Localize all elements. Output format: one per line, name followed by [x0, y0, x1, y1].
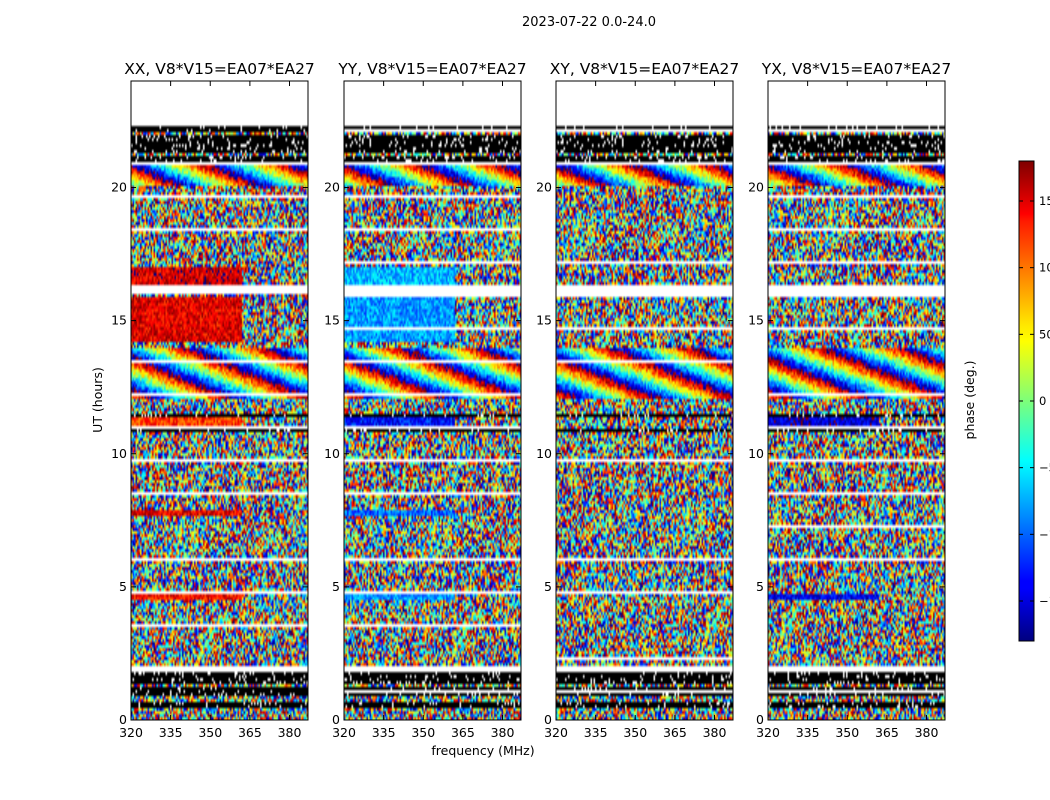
panel-3-frame	[555, 80, 734, 721]
x-tick-label: 320	[119, 725, 143, 740]
panel-4-phase-image	[768, 81, 945, 720]
x-tick-label: 320	[544, 725, 568, 740]
panels-group: XX, V8*V15=EA07*EA27 320 335 350 365 380 0 5 10 1…	[111, 60, 951, 740]
x-tick-label: 380	[915, 725, 939, 740]
y-tick-label: 15	[324, 313, 340, 328]
x-tick-label: 350	[198, 725, 222, 740]
colorbar-tick-label: 100	[1039, 261, 1050, 275]
x-tick-label: 335	[584, 725, 608, 740]
panel-4: YX, V8*V15=EA07*EA27 320 335 350 365 380 0 5 10 1…	[748, 60, 951, 740]
y-tick-label: 5	[332, 579, 340, 594]
x-tick-label: 350	[411, 725, 435, 740]
panel-2: YY, V8*V15=EA07*EA27 320 335 350 365 380 0 5 10 1…	[324, 60, 527, 740]
x-tick-label: 335	[796, 725, 820, 740]
panel-3-title: XY, V8*V15=EA07*EA27	[550, 60, 739, 78]
panel-2-phase-image	[344, 81, 521, 720]
y-axis-label: UT (hours)	[90, 367, 105, 433]
x-tick-label: 380	[278, 725, 302, 740]
panel-3-phase-image	[556, 81, 733, 720]
colorbar-tick-label: 150	[1039, 194, 1050, 208]
panel-4-title: YX, V8*V15=EA07*EA27	[761, 60, 951, 78]
colorbar: phase (deg.) 150 100 50 0 −50 −100 −150	[962, 160, 1050, 642]
y-tick-label: 0	[756, 712, 764, 727]
x-tick-label: 365	[451, 725, 475, 740]
x-tick-label: 380	[703, 725, 727, 740]
panel-1-frame	[130, 80, 309, 721]
x-tick-label: 320	[332, 725, 356, 740]
colorbar-tick-label: −100	[1039, 527, 1050, 541]
x-tick-label: 335	[372, 725, 396, 740]
y-tick-label: 10	[748, 446, 764, 461]
panel-3: XY, V8*V15=EA07*EA27 320 335 350 365 380 0 5 10 1…	[536, 60, 739, 740]
panel-1: XX, V8*V15=EA07*EA27 320 335 350 365 380 0 5 10 1…	[111, 60, 315, 740]
y-tick-label: 10	[536, 446, 552, 461]
y-tick-label: 5	[119, 579, 127, 594]
colorbar-label: phase (deg.)	[962, 361, 977, 440]
x-tick-label: 365	[663, 725, 687, 740]
panel-4-frame	[767, 80, 946, 721]
y-tick-label: 15	[748, 313, 764, 328]
colorbar-tick-label: −150	[1039, 594, 1050, 608]
y-tick-label: 0	[332, 712, 340, 727]
colorbar-tick-label: 0	[1039, 394, 1046, 408]
y-tick-label: 20	[748, 180, 764, 195]
y-tick-label: 20	[111, 180, 127, 195]
x-tick-label: 335	[159, 725, 183, 740]
colorbar-tick-label: 50	[1039, 327, 1050, 341]
y-tick-label: 20	[324, 180, 340, 195]
colorbar-tick-label: −50	[1039, 461, 1050, 475]
y-tick-label: 0	[544, 712, 552, 727]
y-tick-label: 10	[324, 446, 340, 461]
panel-1-phase-image	[131, 81, 308, 720]
panel-1-title: XX, V8*V15=EA07*EA27	[124, 60, 315, 78]
y-tick-label: 5	[544, 579, 552, 594]
x-tick-label: 320	[756, 725, 780, 740]
panel-2-title: YY, V8*V15=EA07*EA27	[337, 60, 526, 78]
figure-title: 2023-07-22 0.0-24.0	[522, 15, 656, 30]
panel-2-frame	[343, 80, 522, 721]
x-tick-label: 350	[623, 725, 647, 740]
x-axis-label: frequency (MHz)	[431, 743, 534, 758]
x-tick-label: 350	[835, 725, 859, 740]
y-tick-label: 10	[111, 446, 127, 461]
y-tick-label: 20	[536, 180, 552, 195]
y-tick-label: 15	[111, 313, 127, 328]
x-tick-label: 365	[875, 725, 899, 740]
y-tick-label: 5	[756, 579, 764, 594]
x-tick-label: 365	[238, 725, 262, 740]
y-tick-label: 0	[119, 712, 127, 727]
y-tick-label: 15	[536, 313, 552, 328]
x-tick-label: 380	[491, 725, 515, 740]
